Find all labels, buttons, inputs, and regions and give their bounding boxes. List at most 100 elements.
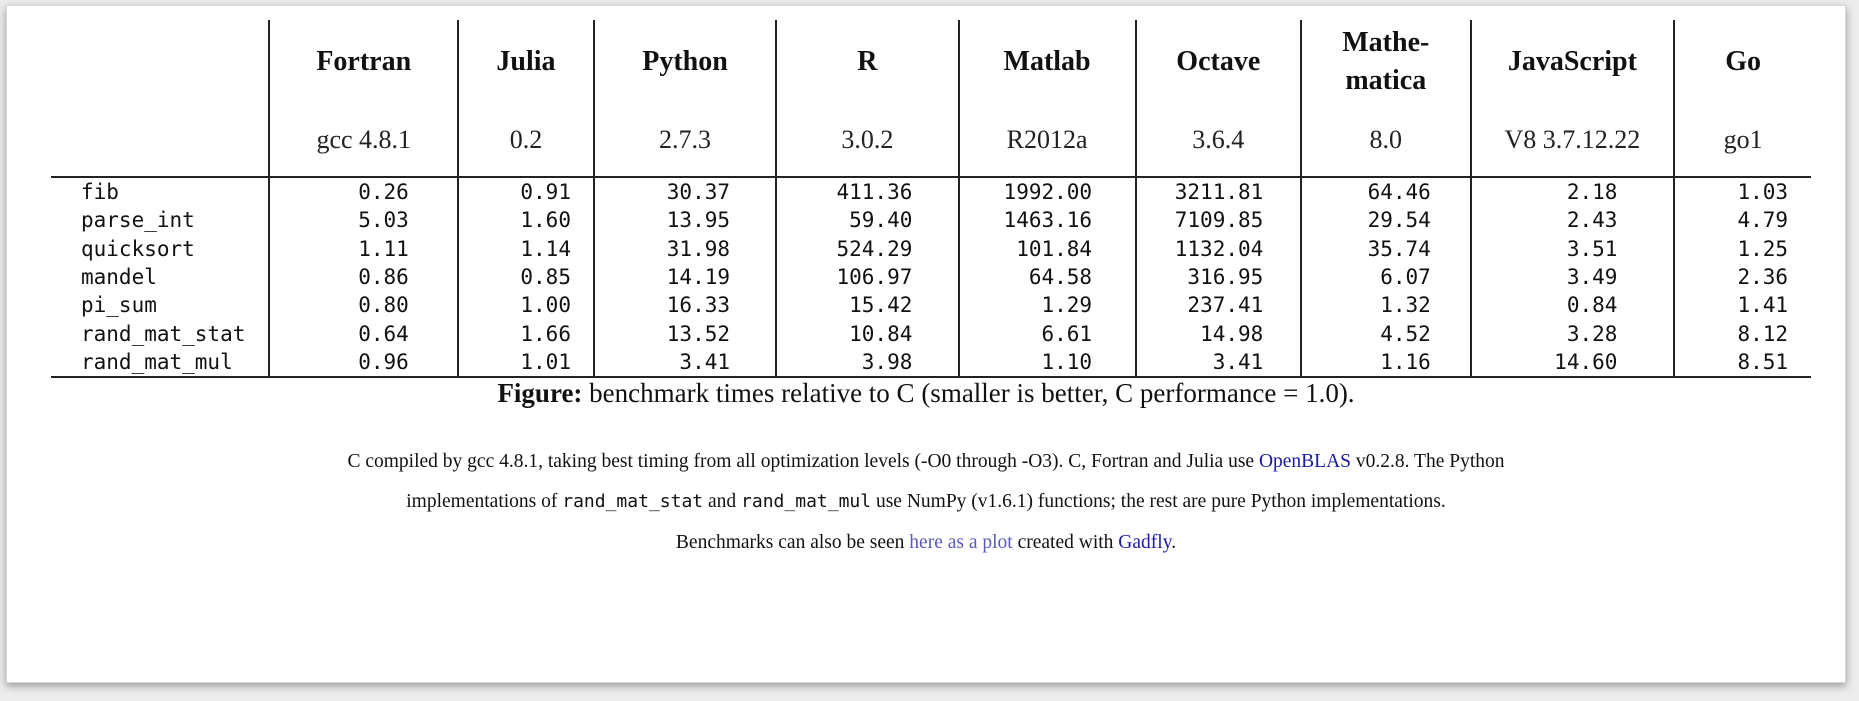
cell-value: 8.51 bbox=[1737, 349, 1789, 374]
note-python-text-a: implementations of bbox=[406, 491, 563, 512]
note-python: implementations of rand_mat_stat and ran… bbox=[7, 491, 1845, 513]
cell-value: 1.29 bbox=[1041, 293, 1093, 318]
table-cell: 1992.00 bbox=[957, 177, 1136, 207]
cell-value: 1463.16 bbox=[1003, 208, 1093, 233]
version-header-row: gcc 4.8.1 0.2 2.7.3 3.0.2 R2012a 3.6.4 8… bbox=[51, 104, 1811, 178]
cell-value: 1.66 bbox=[520, 321, 571, 346]
mathematica-label: Mathe-matica bbox=[1342, 27, 1430, 96]
cell-value: 6.61 bbox=[1041, 321, 1093, 346]
note-python-text-c: use NumPy (v1.6.1) functions; the rest a… bbox=[871, 491, 1446, 512]
cell-value: 0.64 bbox=[358, 321, 409, 346]
table-cell: 0.80 bbox=[268, 291, 459, 320]
table-cell: 1.25 bbox=[1673, 234, 1811, 263]
table-cell: 411.36 bbox=[775, 177, 959, 207]
cell-value: 1.11 bbox=[358, 236, 409, 261]
table-cell: 31.98 bbox=[592, 234, 777, 263]
table-cell: 13.52 bbox=[592, 319, 777, 348]
benchmark-name: rand_mat_mul bbox=[51, 347, 270, 379]
cell-value: 14.98 bbox=[1200, 321, 1264, 346]
table-cell: 0.85 bbox=[457, 262, 594, 292]
cell-value: 35.74 bbox=[1367, 236, 1431, 261]
cell-value: 237.41 bbox=[1187, 293, 1264, 318]
table-cell: 64.58 bbox=[957, 262, 1136, 292]
plot-link[interactable]: here as a plot bbox=[909, 532, 1013, 553]
table-cell: 2.36 bbox=[1673, 262, 1811, 292]
table-cell: 1.01 bbox=[457, 347, 594, 379]
table-cell: 1463.16 bbox=[957, 206, 1136, 235]
openblas-link[interactable]: OpenBLAS bbox=[1258, 451, 1352, 472]
figure-caption: Figure: benchmark times relative to C (s… bbox=[7, 378, 1845, 409]
column-header-julia: Julia bbox=[457, 20, 594, 104]
table-cell: 13.95 bbox=[592, 206, 777, 235]
cell-value: 1.25 bbox=[1737, 236, 1789, 261]
cell-value: 8.12 bbox=[1737, 321, 1789, 346]
table-cell: 1.29 bbox=[957, 291, 1136, 320]
caption-label: Figure: bbox=[497, 378, 583, 408]
table-cell: 6.61 bbox=[957, 319, 1136, 348]
note-plot-text-a: Benchmarks can also be seen bbox=[675, 532, 910, 553]
benchmark-name: fib bbox=[81, 180, 119, 205]
cell-value: 1.32 bbox=[1380, 293, 1431, 318]
column-header-go: Go bbox=[1673, 20, 1811, 104]
cell-value: 0.26 bbox=[358, 180, 409, 205]
cell-value: 3.41 bbox=[679, 349, 730, 374]
cell-value: 0.91 bbox=[520, 180, 571, 205]
column-header-matlab: Matlab bbox=[957, 20, 1136, 104]
cell-value: 0.84 bbox=[1566, 293, 1618, 318]
version-r: 3.0.2 bbox=[775, 104, 959, 178]
table-cell: 14.19 bbox=[592, 262, 777, 292]
cell-value: 14.60 bbox=[1554, 349, 1618, 374]
cell-value: 5.03 bbox=[358, 208, 409, 233]
table-cell: 0.86 bbox=[268, 262, 459, 292]
table-cell: 8.51 bbox=[1673, 347, 1811, 379]
table-cell: 0.84 bbox=[1469, 291, 1675, 320]
cell-value: 6.07 bbox=[1380, 265, 1431, 290]
table-cell: 8.12 bbox=[1673, 319, 1811, 348]
cell-value: 1.01 bbox=[520, 349, 571, 374]
table-cell: 1.03 bbox=[1673, 177, 1811, 207]
note-plot-text-b: created with bbox=[1012, 532, 1119, 553]
table-cell: 16.33 bbox=[592, 291, 777, 320]
table-cell: 106.97 bbox=[775, 262, 959, 292]
cell-value: 13.95 bbox=[666, 208, 730, 233]
cell-value: 2.18 bbox=[1566, 180, 1618, 205]
column-header-python: Python bbox=[592, 20, 777, 104]
table-cell: 30.37 bbox=[592, 177, 777, 207]
benchmark-name: mandel bbox=[81, 265, 157, 290]
table-cell: 0.91 bbox=[457, 177, 594, 207]
version-matlab: R2012a bbox=[957, 104, 1136, 178]
version-go: go1 bbox=[1673, 104, 1811, 178]
cell-value: 411.36 bbox=[836, 180, 913, 205]
cell-value: 3.51 bbox=[1566, 236, 1618, 261]
table-cell: 1.10 bbox=[957, 347, 1136, 379]
table-cell: 4.79 bbox=[1673, 206, 1811, 235]
table-cell: 3.41 bbox=[592, 347, 777, 379]
note-compiler-text-b: v0.2.8. The Python bbox=[1351, 451, 1505, 472]
table-cell: 3211.81 bbox=[1134, 177, 1301, 207]
table-cell: 7109.85 bbox=[1134, 206, 1301, 235]
cell-value: 30.37 bbox=[666, 180, 730, 205]
cell-value: 101.84 bbox=[1016, 236, 1093, 261]
cell-value: 1.41 bbox=[1737, 293, 1789, 318]
note-compiler-text-a: C compiled by gcc 4.8.1, taking best tim… bbox=[347, 451, 1259, 472]
cell-value: 316.95 bbox=[1187, 265, 1264, 290]
table-cell: 2.43 bbox=[1469, 206, 1675, 235]
cell-value: 0.86 bbox=[358, 265, 409, 290]
table-cell: 1.66 bbox=[457, 319, 594, 348]
note-plot: Benchmarks can also be seen here as a pl… bbox=[7, 532, 1845, 554]
cell-value: 0.80 bbox=[358, 293, 409, 318]
table-row: fib 0.26 0.91 30.37 411.36 1992.00 3211.81 64.4… bbox=[51, 177, 1811, 207]
benchmark-table: Fortran Julia Python R Matlab Octave Mat… bbox=[51, 20, 1811, 379]
benchmark-name: parse_int bbox=[81, 208, 195, 233]
table-row: parse_int 5.03 1.60 13.95 59.40 1463.16 7109.8… bbox=[51, 206, 1811, 235]
table-cell: 3.98 bbox=[775, 347, 959, 379]
cell-value: 3211.81 bbox=[1174, 180, 1264, 205]
gadfly-link[interactable]: Gadfly bbox=[1118, 532, 1172, 553]
table-cell: 1132.04 bbox=[1134, 234, 1301, 263]
table-cell: 524.29 bbox=[775, 234, 959, 263]
cell-value: 106.97 bbox=[836, 265, 913, 290]
cell-value: 16.33 bbox=[666, 293, 730, 318]
table-cell: 1.16 bbox=[1299, 347, 1471, 379]
table-cell: 15.42 bbox=[775, 291, 959, 320]
cell-value: 2.36 bbox=[1737, 265, 1789, 290]
